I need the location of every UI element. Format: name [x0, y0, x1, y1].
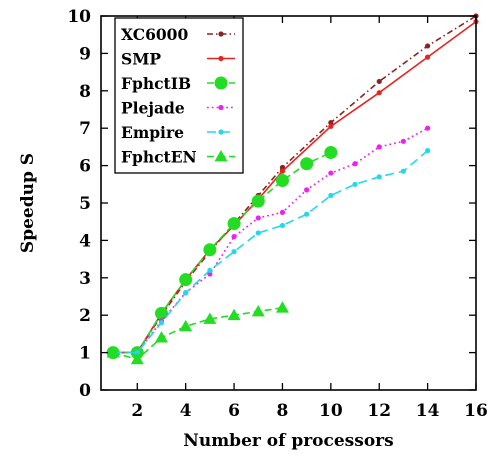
x-tick-label: 16 [464, 401, 488, 421]
data-point [300, 157, 314, 171]
x-tick-label: 4 [180, 401, 192, 421]
data-point [255, 215, 261, 221]
data-point [218, 129, 224, 135]
data-point [255, 230, 261, 236]
data-point [376, 174, 382, 180]
data-point [106, 346, 120, 358]
data-point [231, 234, 237, 240]
data-point [154, 331, 168, 343]
data-point [231, 249, 237, 255]
x-tick-label: 2 [131, 401, 143, 421]
series-line [113, 151, 332, 354]
data-point [251, 304, 265, 317]
y-tick-label: 3 [79, 269, 91, 289]
data-point [425, 54, 431, 60]
data-point [376, 78, 382, 85]
legend-label: FphctIB [121, 74, 191, 93]
data-point [130, 352, 144, 365]
data-point [218, 55, 224, 62]
y-tick-label: 6 [79, 157, 91, 177]
legend-label: Plejade [121, 99, 185, 118]
data-point [218, 104, 224, 111]
data-point [251, 194, 265, 208]
data-point [328, 123, 334, 129]
legend: XC6000 SMP FphctIB Plejade Empire FphctEN [114, 17, 244, 174]
series-fphctib [106, 146, 338, 360]
data-point [214, 76, 228, 90]
x-tick-label: 10 [319, 401, 343, 421]
y-tick-label: 7 [79, 119, 91, 139]
legend-label: FphctEN [121, 148, 197, 167]
data-point [376, 144, 382, 150]
data-point [304, 187, 310, 193]
data-point [158, 320, 165, 326]
data-point [279, 168, 286, 174]
data-point [154, 306, 168, 320]
y-tick-label: 9 [79, 44, 91, 64]
data-point [400, 138, 407, 144]
data-point [183, 290, 189, 296]
data-point [227, 308, 241, 321]
data-point [207, 271, 213, 277]
series-line [113, 150, 429, 354]
y-axis-label: Speedup S [18, 153, 38, 253]
x-tick-label: 8 [277, 401, 289, 421]
data-point [218, 31, 224, 37]
y-tick-label: 1 [79, 344, 91, 364]
legend-label: Empire [121, 123, 184, 142]
x-tick-label: 14 [416, 401, 440, 421]
legend-box [114, 17, 244, 174]
data-point [352, 181, 358, 187]
series-line [113, 15, 477, 354]
data-point [328, 192, 334, 199]
series-empire [110, 148, 431, 356]
data-point [352, 161, 358, 167]
series-fphcten [106, 301, 289, 365]
y-tick-label: 8 [79, 82, 91, 102]
y-tick-label: 2 [79, 306, 91, 326]
data-point [203, 243, 217, 257]
y-tick-label: 0 [79, 381, 91, 401]
x-tick-label: 12 [367, 401, 391, 421]
y-tick-label: 10 [67, 7, 91, 27]
data-point [227, 217, 241, 231]
data-point [328, 170, 334, 176]
data-point [214, 150, 228, 162]
data-point [275, 301, 289, 313]
legend-label: XC6000 [121, 25, 188, 44]
data-point [275, 174, 289, 188]
plot-marks [106, 13, 479, 365]
data-point [279, 164, 286, 171]
data-point [179, 319, 193, 332]
data-point [324, 146, 338, 160]
data-point [328, 119, 334, 126]
data-point [400, 168, 407, 174]
data-point [179, 273, 193, 287]
data-point [425, 125, 431, 131]
legend-label: SMP [121, 50, 161, 69]
data-point [376, 90, 382, 96]
y-tick-label: 5 [79, 194, 91, 214]
data-point [425, 148, 431, 154]
x-axis-label: Number of processors [183, 431, 393, 451]
data-point [304, 211, 310, 217]
data-point [134, 350, 140, 356]
y-tick-label: 4 [79, 231, 91, 251]
data-point [279, 209, 286, 215]
data-point [203, 312, 217, 324]
x-tick-label: 6 [228, 401, 240, 421]
data-point [425, 43, 431, 49]
data-point [279, 222, 286, 229]
data-point [207, 267, 213, 273]
